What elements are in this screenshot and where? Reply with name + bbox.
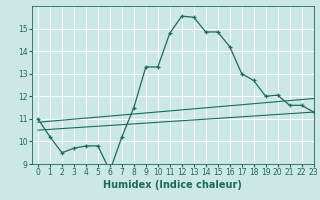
X-axis label: Humidex (Indice chaleur): Humidex (Indice chaleur)	[103, 180, 242, 190]
